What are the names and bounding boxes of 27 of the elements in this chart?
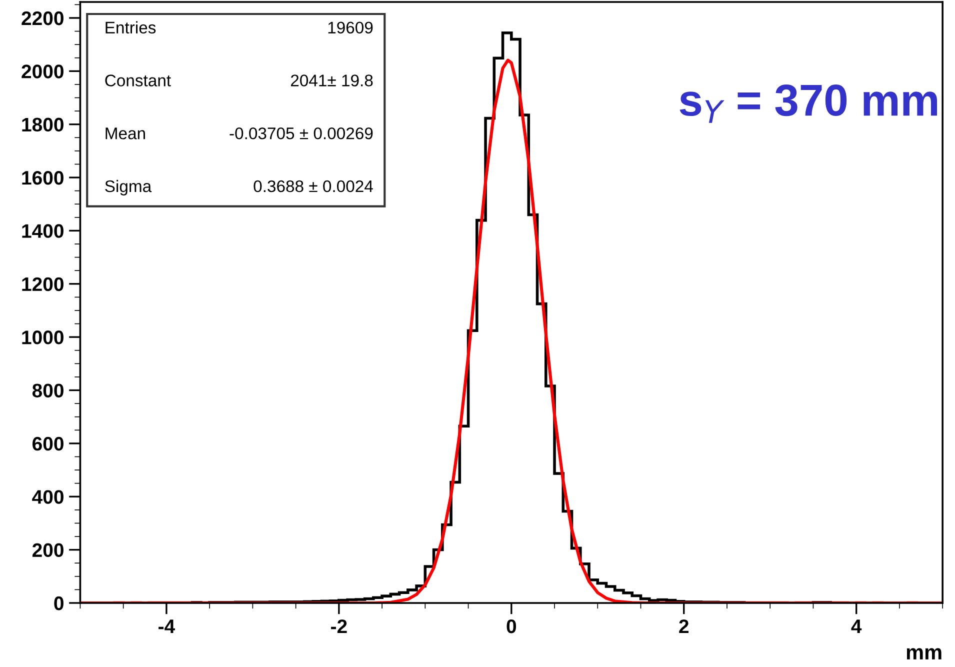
y-tick-label: 1200 [22,277,64,292]
x-tick-label: 0 [506,619,516,634]
y-tick-label: 2000 [22,64,64,78]
annotation: Mean [106,128,145,140]
y-tick-label: 800 [32,384,64,398]
y-tick-label: 600 [32,436,64,451]
annotation: Sigma [105,180,152,196]
x-tick-label: 2 [679,619,689,634]
annotation: 2041± 19.8 [290,74,373,86]
y-tick-label: 0 [54,596,64,610]
annotation: 0.3688 ± 0.0024 [254,180,373,192]
annotation: Constant [105,74,171,86]
y-tick-label: 1400 [22,224,64,238]
y-tick-label: 1000 [22,330,64,344]
annotation: -0.03705 ± 0.00269 [230,127,373,140]
y-tick-label: 400 [32,490,64,504]
y-tick-label: 2200 [22,11,64,26]
x-tick-label: 4 [851,620,862,634]
y-tick-label: 200 [32,543,64,558]
y-tick-label: 1800 [22,118,64,132]
annotation: s$_{Y}$ = 370 mm [680,84,938,123]
annotation: 19609 [328,22,373,34]
x-axis-title: mm [906,648,942,660]
y-tick-label: 1600 [22,170,64,185]
annotation: Entries [106,21,156,34]
x-tick-label: -4 [158,620,175,634]
x-tick-label: -2 [331,619,347,634]
